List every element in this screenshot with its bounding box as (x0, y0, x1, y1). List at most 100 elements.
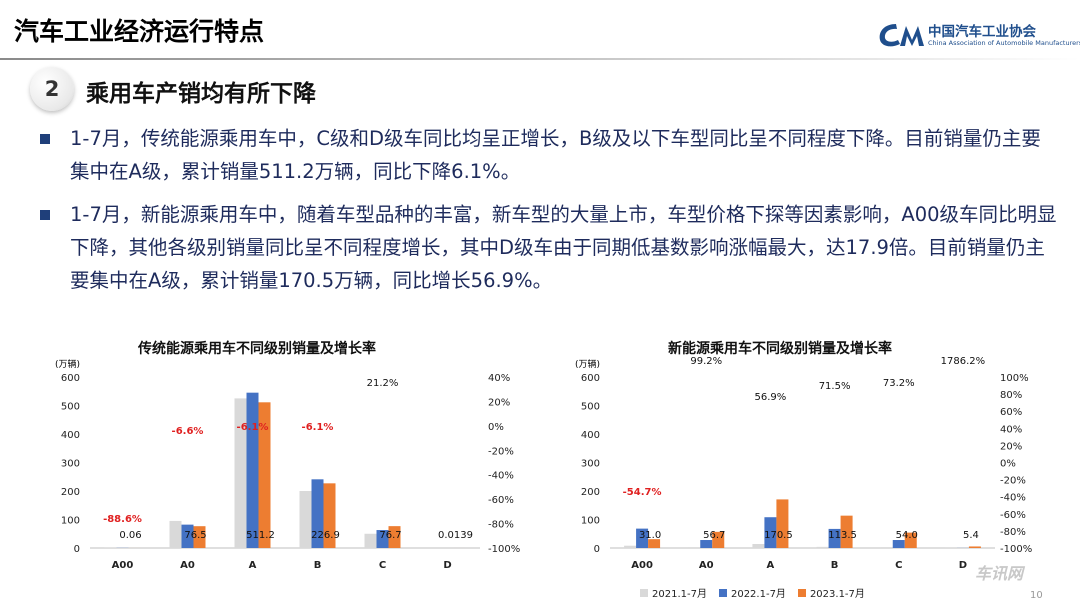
data-label: 226.9 (311, 530, 340, 541)
bar-2021.1-7月 (816, 546, 829, 548)
chart-traditional: (万辆) 0 100 200 300 400 500 600 -100% -80% -60% -40%… (55, 358, 520, 571)
y2-tick-label: 40% (488, 373, 510, 384)
x-tick-label: B (831, 560, 839, 571)
growth-label: -54.7% (623, 487, 662, 498)
data-label: 170.5 (764, 530, 793, 541)
bar-2023.1-7月 (648, 539, 661, 548)
x-tick-label: D (959, 560, 967, 571)
bar-2022.1-7月 (311, 479, 324, 548)
y2-tick-label: 0% (488, 422, 504, 433)
bar-2021.1-7月 (624, 545, 637, 548)
square-bullet-icon (40, 134, 50, 144)
x-tick-label: C (895, 560, 902, 571)
data-label: 76.7 (379, 530, 401, 541)
y2-tick-label: 20% (488, 397, 510, 408)
x-tick-label: D (443, 560, 451, 571)
y-tick-label: 300 (61, 459, 80, 470)
chart-nev: (万辆) 0 100 200 300 400 500 600 -100% -80% -60% -40%… (575, 356, 1032, 571)
y2-tick-label: 20% (1000, 441, 1022, 452)
section-heading: 2 乘用车产销均有所下降 (30, 65, 390, 113)
y-tick-label: 100 (581, 516, 600, 527)
bar-2021.1-7月 (234, 398, 247, 548)
logo-chinese-name: 中国汽车工业协会 (928, 24, 1036, 40)
data-label: 31.0 (639, 530, 661, 541)
data-label: 54.0 (896, 530, 918, 541)
data-label: 511.2 (246, 530, 275, 541)
legend-label: 2023.1-7月 (809, 589, 865, 600)
y-tick-label: 300 (581, 459, 600, 470)
growth-label: 21.2% (367, 378, 399, 389)
y2-tick-label: 80% (1000, 390, 1022, 401)
logo-english-name: China Association of Automobile Manufact… (928, 39, 1080, 47)
growth-label: -88.6% (103, 514, 142, 525)
legend-item-2023: 2023.1-7月 (797, 585, 865, 600)
bar-2021.1-7月 (169, 520, 182, 548)
growth-label: 99.2% (690, 356, 722, 367)
y-tick-label: 200 (581, 487, 600, 498)
x-tick-label: A00 (631, 560, 653, 571)
y2-tick-label: -100% (1000, 544, 1032, 555)
header-divider (0, 58, 1080, 60)
chart-title-nev: 新能源乘用车不同级别销量及增长率 (668, 341, 892, 357)
section-number: 2 (30, 67, 74, 111)
y2-tick-label: -40% (1000, 493, 1026, 504)
chart-title-traditional: 传统能源乘用车不同级别销量及增长率 (138, 341, 376, 357)
bar-2022.1-7月 (376, 530, 389, 548)
y-tick-label: 0 (594, 544, 600, 555)
data-label: 0.06 (119, 530, 141, 541)
caam-logo: 中国汽车工业协会 China Association of Automobile… (876, 18, 1080, 52)
bar-2022.1-7月 (828, 528, 841, 548)
legend-swatch-2022 (718, 588, 727, 597)
y2-tick-label: 0% (1000, 459, 1016, 470)
y-tick-label: 600 (581, 373, 600, 384)
bullet-item: 1-7月，新能源乘用车中，随着车型品种的丰富，新车型的大量上市，车型价格下探等因… (40, 198, 1060, 297)
bar-2021.1-7月 (752, 544, 765, 548)
legend-label: 2021.1-7月 (652, 589, 707, 600)
y2-tick-label: -40% (488, 471, 514, 482)
y2-tick-label: 60% (1000, 407, 1022, 418)
bullet-list: 1-7月，传统能源乘用车中，C级和D级车同比均呈正增长，B级及以下车型同比呈不同… (40, 122, 1060, 307)
legend-label: 2022.1-7月 (730, 589, 786, 600)
bar-2022.1-7月 (700, 540, 713, 548)
y2-tick-label: -80% (488, 520, 514, 531)
bar-2021.1-7月 (364, 533, 377, 548)
growth-label: 56.9% (755, 392, 787, 403)
y2-tick-label: -80% (1000, 527, 1026, 538)
y-tick-label: 400 (581, 430, 600, 441)
bar-2021.1-7月 (688, 547, 701, 548)
caam-logo-mark-icon (879, 24, 924, 47)
bar-2022.1-7月 (181, 524, 194, 548)
bar-2021.1-7月 (299, 491, 312, 548)
legend-item-2021: 2021.1-7月 (640, 585, 707, 600)
bar-2022.1-7月 (892, 540, 905, 548)
x-tick-label: A (249, 560, 257, 571)
legend-swatch-2023 (797, 588, 806, 597)
square-bullet-icon (40, 210, 50, 220)
page-number: 10 (1030, 590, 1043, 601)
bar-2023.1-7月 (712, 531, 725, 548)
bar-2023.1-7月 (193, 526, 206, 548)
y2-tick-label: -60% (1000, 510, 1026, 521)
bar-2023.1-7月 (323, 483, 336, 548)
page-title: 汽车工业经济运行特点 (14, 17, 265, 46)
y-tick-label: 200 (61, 487, 80, 498)
y-tick-label: 500 (61, 402, 80, 413)
growth-label: 1786.2% (941, 356, 986, 367)
chart-legend: 2021.1-7月 2022.1-7月 2023.1-7月 (640, 585, 865, 600)
y2-tick-label: -20% (488, 446, 514, 457)
bar-2023.1-7月 (258, 402, 271, 548)
growth-label: -6.1% (237, 422, 269, 433)
data-label: 76.5 (184, 530, 206, 541)
growth-label: 71.5% (819, 381, 851, 392)
bar-2021.1-7月 (880, 547, 893, 548)
x-tick-label: A0 (180, 560, 195, 571)
data-label: 113.5 (828, 530, 857, 541)
bar-2023.1-7月 (840, 515, 853, 548)
bar-2023.1-7月 (904, 532, 917, 548)
y-tick-label: 0 (74, 544, 80, 555)
growth-label: 73.2% (883, 378, 915, 389)
y-tick-label: 500 (581, 402, 600, 413)
bar-2022.1-7月 (246, 392, 259, 548)
bar-2023.1-7月 (776, 499, 789, 548)
y-tick-label: 600 (61, 373, 80, 384)
